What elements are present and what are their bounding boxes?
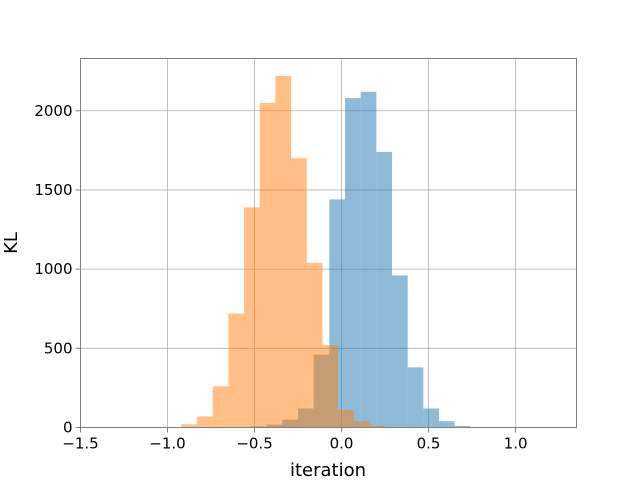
histogram-bar [306,262,323,428]
histogram-bar [181,424,198,428]
histogram-bar [369,425,386,428]
histogram-bar [360,91,377,428]
histogram-bar [322,345,339,428]
x-tick-label: −1.5 [62,435,98,453]
x-tick-label: −1.0 [149,435,185,453]
y-tick-label: 2000 [34,102,72,120]
histogram-bar [291,158,307,428]
histogram-bar [454,425,471,428]
x-tick-label: 0.0 [330,435,354,453]
x-tick-label: −0.5 [236,435,272,453]
y-axis-title: KL [1,232,22,254]
histogram-bar [212,386,229,428]
y-tick-label: 1500 [34,181,72,199]
histogram-bar [345,98,361,428]
y-tick-label: 1000 [34,260,72,278]
histogram-bar [197,416,213,428]
histogram-bar [392,275,408,428]
histogram-bar [407,367,424,428]
histogram-bar [338,410,354,428]
histogram-bar [353,421,370,428]
y-tick-label: 0 [63,419,73,437]
histogram-bar [275,75,292,428]
x-tick-label: 0.5 [417,435,441,453]
histogram-bar [376,151,393,428]
histogram-bar [259,102,276,428]
y-tick-label: 500 [44,339,73,357]
histogram-bar [439,421,455,428]
bars-layer [181,75,471,428]
ticks-layer: −1.5 −1.0 −0.5 0.0 0.5 1.0 0 500 1000 1500 2000 [34,102,527,453]
histogram-bar [228,313,245,428]
histogram-bar [423,408,440,428]
x-tick-label: 1.0 [504,435,528,453]
x-axis-title: iteration [290,460,366,480]
plot-frame [80,58,577,428]
histogram-bar [244,207,260,428]
